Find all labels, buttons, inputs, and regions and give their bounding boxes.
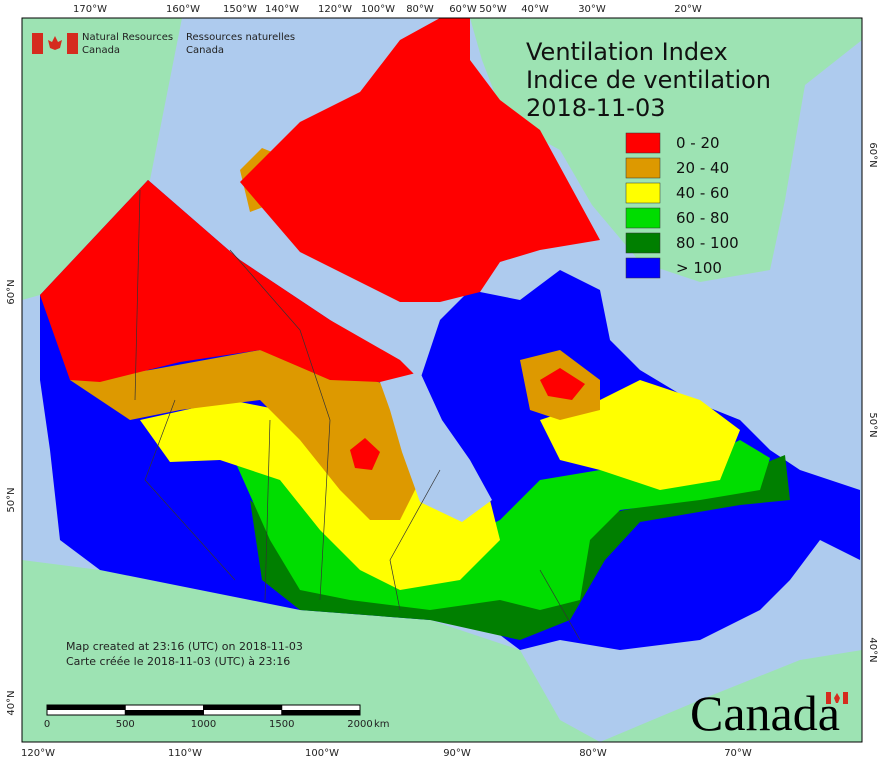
longitude-label: 160°W	[166, 4, 200, 15]
legend-swatch	[625, 232, 661, 254]
wordmark-flag	[826, 692, 848, 704]
border	[144, 399, 236, 581]
latitude-label: 60°N	[6, 279, 17, 304]
legend-swatch	[625, 207, 661, 229]
scale-label: 2000	[347, 719, 372, 730]
alaska	[22, 18, 182, 300]
maple-leaf	[48, 36, 62, 50]
legend-label: 80 - 100	[676, 234, 739, 252]
legend-swatch	[625, 182, 661, 204]
agency-en: Natural Resources	[82, 32, 173, 43]
scale-unit: km	[374, 719, 390, 730]
zone	[350, 438, 380, 470]
agency-en: Canada	[82, 45, 120, 56]
border	[539, 569, 581, 641]
zone	[40, 180, 420, 382]
scale-label: 1000	[191, 719, 216, 730]
flag-band	[826, 692, 831, 704]
longitude-label: 100°W	[361, 4, 395, 15]
flag-band	[32, 33, 43, 54]
scale-label: 0	[44, 719, 50, 730]
title: Ventilation Index	[526, 38, 728, 66]
province-borders	[134, 189, 581, 641]
zone	[240, 18, 600, 302]
longitude-label: 20°W	[674, 4, 702, 15]
longitude-label: 80°W	[406, 4, 434, 15]
zone	[540, 368, 585, 400]
longitude-label: 140°W	[265, 4, 299, 15]
border	[134, 189, 141, 401]
latitude-label: 50°N	[6, 487, 17, 512]
longitude-label: 40°W	[521, 4, 549, 15]
scale-segment	[125, 710, 204, 715]
legend-label: 60 - 80	[676, 209, 729, 227]
longitude-label: 120°W	[318, 4, 352, 15]
greenland	[470, 18, 862, 282]
longitude-label: 110°W	[168, 748, 202, 759]
latitude-label: 60°N	[867, 142, 878, 167]
legend-label: 40 - 60	[676, 184, 729, 202]
border	[389, 469, 441, 611]
longitude-label: 60°W	[449, 4, 477, 15]
scale-label: 1500	[269, 719, 294, 730]
zone	[140, 400, 500, 590]
legend-swatch	[625, 157, 661, 179]
zone	[70, 350, 420, 520]
scale-segment	[47, 705, 126, 710]
ventilation-zones	[40, 18, 860, 650]
map-frame	[21, 17, 863, 743]
hudson-bay	[380, 372, 492, 522]
legend-swatch	[625, 132, 661, 154]
title: 2018-11-03	[526, 94, 665, 122]
footer: Carte créée le 2018-11-03 (UTC) à 23:16	[66, 655, 290, 668]
longitude-label: 50°W	[479, 4, 507, 15]
longitude-label: 170°W	[73, 4, 107, 15]
united-states	[22, 560, 862, 742]
legend-swatch	[625, 257, 661, 279]
longitude-label: 80°W	[579, 748, 607, 759]
land	[22, 18, 862, 742]
longitude-label: 150°W	[223, 4, 257, 15]
legend-label: 20 - 40	[676, 159, 729, 177]
latitude-label: 40°N	[6, 690, 17, 715]
border	[264, 419, 271, 601]
maple-leaf	[834, 693, 840, 703]
longitude-label: 120°W	[21, 748, 55, 759]
longitude-label: 30°W	[578, 4, 606, 15]
longitude-label: 70°W	[724, 748, 752, 759]
border	[229, 249, 331, 601]
flag-band	[67, 33, 78, 54]
flag-band	[843, 692, 848, 704]
agency-fr: Ressources naturelles	[186, 32, 295, 43]
scale-segment	[281, 710, 360, 715]
latitude-label: 50°N	[867, 412, 878, 437]
footer: Map created at 23:16 (UTC) on 2018-11-03	[66, 640, 303, 653]
scale-segment	[203, 705, 282, 710]
wordmark: Canada	[690, 685, 840, 741]
longitude-label: 90°W	[443, 748, 471, 759]
title: Indice de ventilation	[526, 66, 771, 94]
latitude-label: 40°N	[867, 637, 878, 662]
agency-flag	[32, 33, 78, 54]
legend-label: 0 - 20	[676, 134, 720, 152]
legend-label: > 100	[676, 259, 722, 277]
longitude-label: 100°W	[305, 748, 339, 759]
agency-fr: Canada	[186, 45, 224, 56]
scale-label: 500	[116, 719, 135, 730]
